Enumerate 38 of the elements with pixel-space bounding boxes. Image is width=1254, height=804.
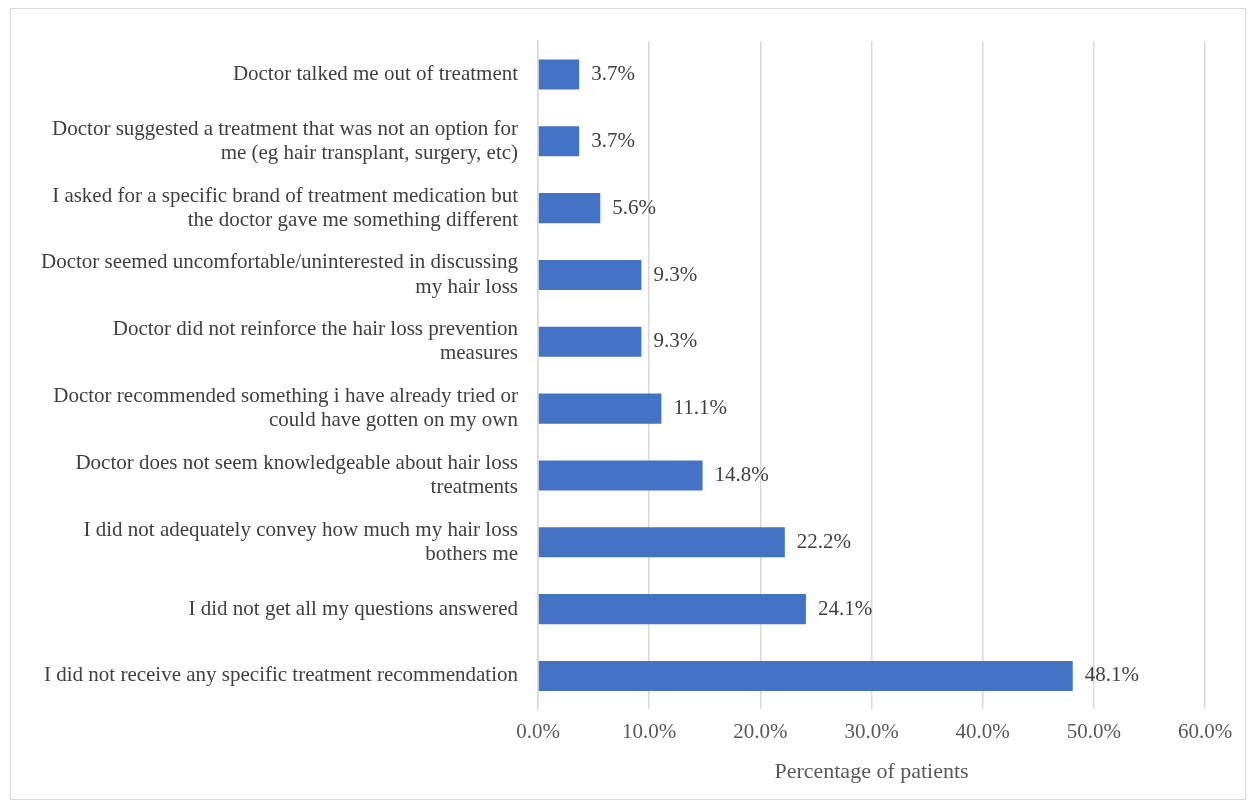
y-tick-label: I did not receive any specific treatment recommendation: [43, 662, 519, 687]
x-tick-label: 40.0%: [955, 718, 1010, 743]
data-label: 9.3%: [653, 261, 698, 286]
x-tick-label: 50.0%: [1066, 718, 1121, 743]
x-tick-label: 0.0%: [516, 718, 560, 743]
data-label: 22.2%: [796, 528, 852, 553]
bar: [538, 259, 642, 291]
bar: [538, 126, 580, 157]
x-tick-label: 60.0%: [1177, 718, 1233, 743]
bar: [538, 326, 642, 357]
x-tick-label: 30.0%: [844, 718, 899, 743]
y-tick-label: I asked for a specific brand of treatment medication but the doctor gave me something different: [52, 182, 519, 231]
bar: [538, 527, 785, 558]
data-label: 3.7%: [591, 127, 635, 152]
bar: [538, 393, 662, 424]
x-tick-label: 10.0%: [622, 718, 677, 743]
bar: [538, 460, 703, 491]
bar: [538, 660, 1073, 692]
data-label: 5.6%: [612, 194, 657, 219]
y-tick-label: Doctor talked me out of treatment: [232, 61, 519, 86]
x-tick-label: 20.0%: [733, 718, 788, 743]
y-tick-label: Doctor seemed uncomfortable/uninterested in discussing my hair loss: [41, 249, 519, 298]
y-tick-label: Doctor recommended something i have already tried or could have gotten on my own: [53, 383, 519, 432]
data-label: 11.1%: [673, 395, 727, 420]
data-label: 9.3%: [653, 328, 698, 353]
y-tick-label: Doctor does not seem knowledgeable about hair loss treatments: [75, 449, 519, 499]
data-label: 3.7%: [591, 61, 635, 86]
y-tick-label: I did not adequately convey how much my hair loss bothers me: [83, 516, 519, 565]
y-tick-label: Doctor suggested a treatment that was not an option for me (eg hair transplant, surgery, etc): [52, 115, 519, 164]
data-label: 48.1%: [1084, 662, 1139, 687]
data-label: 14.8%: [714, 462, 769, 486]
x-axis-title: Percentage of patients: [774, 757, 969, 783]
y-tick-label: Doctor did not reinforce the hair loss prevention measures: [112, 316, 519, 365]
bar: [538, 59, 580, 90]
data-label: 24.1%: [817, 595, 873, 620]
bar: [538, 193, 601, 224]
y-tick-label: I did not get all my questions answered: [188, 595, 519, 620]
bar: [538, 594, 806, 625]
